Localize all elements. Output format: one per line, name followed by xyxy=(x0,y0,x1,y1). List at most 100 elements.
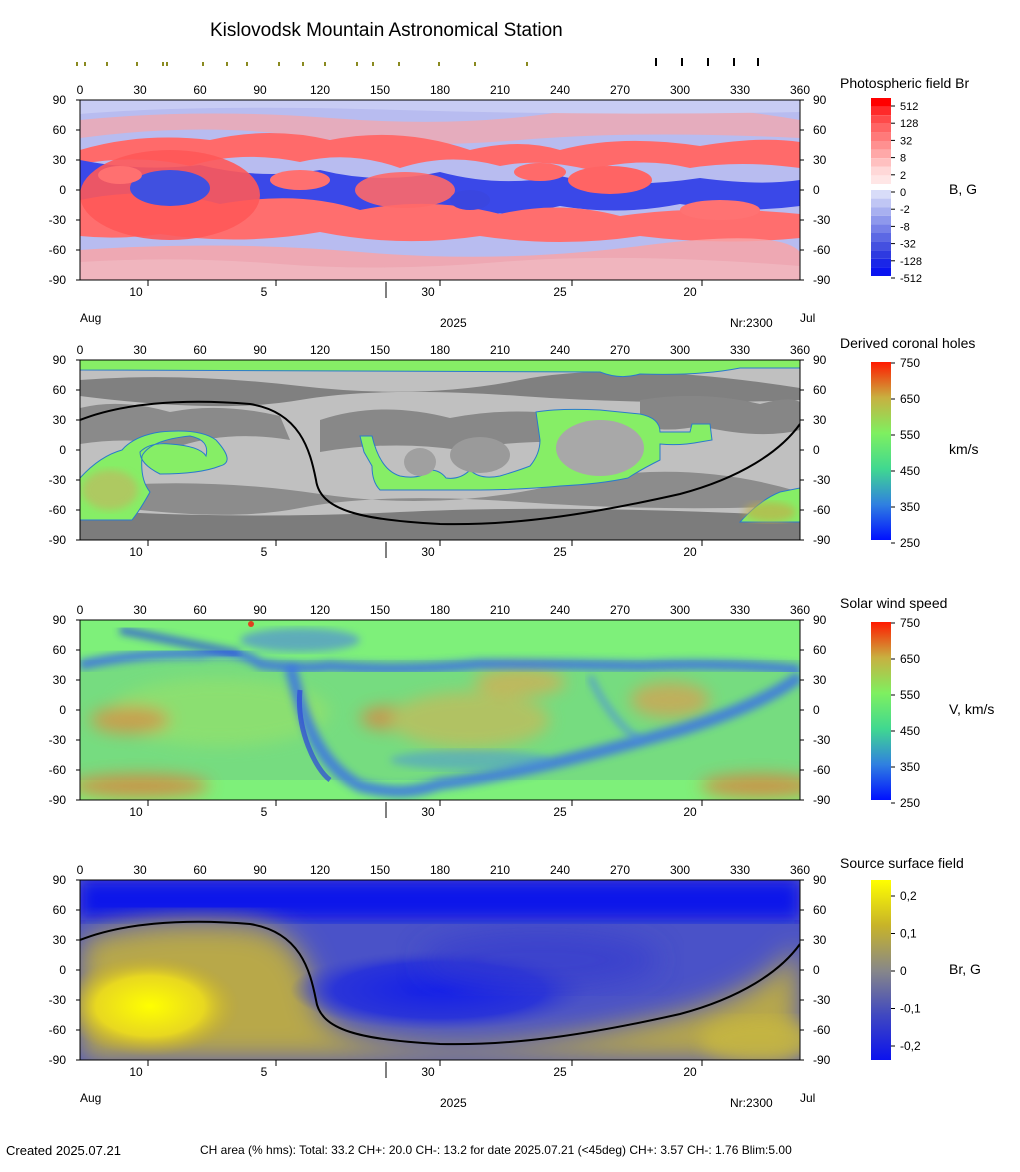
y-tick-label-left: 60 xyxy=(53,643,67,657)
x-tick-label: 330 xyxy=(730,603,750,617)
colorbar-tick-label: -32 xyxy=(900,239,916,251)
y-tick-label-right: -60 xyxy=(813,1023,831,1037)
date-tick-label: 20 xyxy=(683,545,697,559)
top-tick-marks xyxy=(76,58,759,66)
y-tick-label-left: -30 xyxy=(49,993,67,1007)
date-tick-label: 30 xyxy=(421,1065,435,1079)
colorbar-swatch xyxy=(871,166,891,176)
colorbar-swatch xyxy=(871,267,891,276)
y-tick-label-right: 0 xyxy=(813,703,820,717)
colorbar-swatch xyxy=(871,132,891,141)
y-tick-label-right: -60 xyxy=(813,243,831,257)
colorbar-tick-label: 250 xyxy=(900,536,920,550)
colorbar-title: Derived coronal holes xyxy=(840,335,975,351)
colorbar-tick-label: 32 xyxy=(900,135,912,147)
y-tick-label-left: 90 xyxy=(53,93,67,107)
x-tick-label: 330 xyxy=(730,83,750,97)
colorbar-swatch xyxy=(871,123,891,133)
x-tick-label: 240 xyxy=(550,863,570,877)
y-tick-label-left: 60 xyxy=(53,903,67,917)
y-tick-label-left: 0 xyxy=(59,963,66,977)
x-tick-label: 30 xyxy=(133,343,147,357)
date-tick-label: 10 xyxy=(129,1065,143,1079)
colorbar-swatch xyxy=(871,215,891,225)
date-tick-label: 25 xyxy=(553,545,567,559)
colorbar-swatch xyxy=(871,233,891,242)
x-tick-label: 330 xyxy=(730,863,750,877)
x-tick-label: 360 xyxy=(790,603,810,617)
colorbar-swatch xyxy=(871,224,891,233)
colorbar-tick-label: -0,1 xyxy=(900,1002,921,1016)
colorbar-swatch xyxy=(871,175,891,184)
page-title: Kislovodsk Mountain Astronomical Station xyxy=(210,20,563,41)
y-tick-label-left: -60 xyxy=(49,763,67,777)
x-tick-label: 30 xyxy=(133,863,147,877)
y-tick-label-right: 30 xyxy=(813,413,827,427)
panel-source-surface xyxy=(79,879,801,1061)
x-tick-label: 0 xyxy=(77,863,84,877)
y-tick-label-right: 30 xyxy=(813,673,827,687)
date-tick-label: 30 xyxy=(421,545,435,559)
colorbar-wind xyxy=(871,622,891,800)
y-tick-label-left: 60 xyxy=(53,383,67,397)
x-tick-label: 240 xyxy=(550,343,570,357)
x-tick-label: 270 xyxy=(610,83,630,97)
panel-coronal-holes xyxy=(79,359,801,541)
y-tick-label-left: 30 xyxy=(53,673,67,687)
y-tick-label-right: -90 xyxy=(813,793,831,807)
colorbar-swatch xyxy=(871,158,891,167)
coronal-hole-stats: CH area (% hms): Total: 33.2 CH+: 20.0 C… xyxy=(200,1143,792,1157)
x-tick-label: 90 xyxy=(253,83,267,97)
x-tick-label: 360 xyxy=(790,343,810,357)
x-tick-label: 30 xyxy=(133,603,147,617)
colorbar-swatch xyxy=(871,98,891,107)
year-label: 2025 xyxy=(440,1096,467,1110)
y-tick-label-left: 90 xyxy=(53,613,67,627)
colorbar-tick-label: 750 xyxy=(900,616,920,630)
x-tick-label: 300 xyxy=(670,863,690,877)
colorbar-tick-label: -512 xyxy=(900,273,922,285)
x-tick-label: 90 xyxy=(253,343,267,357)
date-tick-label: 10 xyxy=(129,805,143,819)
y-tick-label-left: -90 xyxy=(49,1053,67,1067)
y-tick-label-right: 30 xyxy=(813,153,827,167)
x-tick-label: 180 xyxy=(430,343,450,357)
x-tick-label: 210 xyxy=(490,343,510,357)
date-tick-label: 5 xyxy=(261,545,268,559)
y-tick-label-left: 60 xyxy=(53,123,67,137)
y-tick-label-right: -30 xyxy=(813,473,831,487)
date-tick-label: 25 xyxy=(553,1065,567,1079)
x-tick-label: 0 xyxy=(77,603,84,617)
x-tick-label: 180 xyxy=(430,863,450,877)
colorbar-unit: Br, G xyxy=(949,961,981,977)
x-tick-label: 60 xyxy=(193,863,207,877)
colorbar-coronal xyxy=(871,362,891,540)
x-tick-label: 210 xyxy=(490,83,510,97)
y-tick-label-right: -90 xyxy=(813,1053,831,1067)
colorbar-swatch xyxy=(871,207,891,216)
colorbar-tick-label: -8 xyxy=(900,221,910,233)
date-tick-label: 20 xyxy=(683,1065,697,1079)
x-tick-label: 60 xyxy=(193,343,207,357)
y-tick-label-right: 0 xyxy=(813,183,820,197)
colorbar-tick-label: 650 xyxy=(900,392,920,406)
colorbar-swatch xyxy=(871,241,891,251)
y-tick-label-right: -90 xyxy=(813,533,831,547)
date-tick-label: 5 xyxy=(261,1065,268,1079)
date-tick-label: 20 xyxy=(683,285,697,299)
date-tick-label: 30 xyxy=(421,285,435,299)
x-tick-label: 120 xyxy=(310,83,330,97)
colorbar-tick-label: 128 xyxy=(900,118,918,130)
y-tick-label-right: 0 xyxy=(813,963,820,977)
x-tick-label: 180 xyxy=(430,603,450,617)
x-tick-label: 150 xyxy=(370,343,390,357)
panel-solar-wind xyxy=(79,619,801,801)
x-tick-label: 360 xyxy=(790,863,810,877)
y-tick-label-left: -60 xyxy=(49,1023,67,1037)
y-tick-label-right: 90 xyxy=(813,873,827,887)
y-tick-label-left: -60 xyxy=(49,503,67,517)
y-tick-label-right: -30 xyxy=(813,733,831,747)
y-tick-label-right: 0 xyxy=(813,443,820,457)
